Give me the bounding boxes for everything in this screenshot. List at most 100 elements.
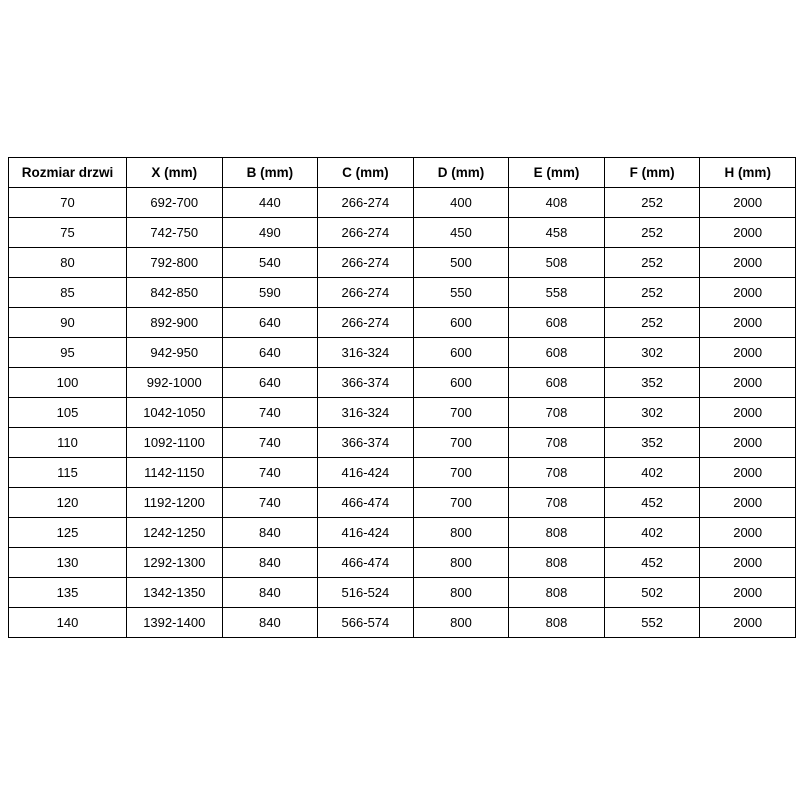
table-cell: 1092-1100 bbox=[126, 427, 223, 458]
table-cell: 540 bbox=[221, 247, 319, 278]
table-cell: 640 bbox=[221, 337, 319, 368]
column-header: X (mm) bbox=[126, 157, 223, 188]
table-cell: 808 bbox=[508, 547, 605, 578]
table-cell: 140 bbox=[8, 607, 127, 638]
column-header: F (mm) bbox=[603, 157, 701, 188]
table-row: 100 992-1000 640 366-374 600 608 352 2000 bbox=[8, 367, 796, 398]
table-cell: 2000 bbox=[699, 487, 796, 518]
table-cell: 366-374 bbox=[317, 427, 414, 458]
table-cell: 808 bbox=[508, 517, 605, 548]
table-cell: 1292-1300 bbox=[126, 547, 223, 578]
table-row: 75 742-750 490 266-274 450 458 252 2000 bbox=[8, 217, 796, 248]
table-cell: 800 bbox=[412, 577, 510, 608]
column-header: C (mm) bbox=[317, 157, 414, 188]
table-cell: 1342-1350 bbox=[126, 577, 223, 608]
table-cell: 2000 bbox=[699, 247, 796, 278]
table-cell: 800 bbox=[412, 547, 510, 578]
table-cell: 85 bbox=[8, 277, 127, 308]
table-cell: 740 bbox=[221, 457, 319, 488]
table-cell: 2000 bbox=[699, 427, 796, 458]
table-cell: 266-274 bbox=[317, 277, 414, 308]
table-cell: 70 bbox=[8, 187, 127, 218]
table-cell: 1142-1150 bbox=[126, 457, 223, 488]
table-cell: 100 bbox=[8, 367, 127, 398]
table-row: 95 942-950 640 316-324 600 608 302 2000 bbox=[8, 337, 796, 368]
table-cell: 2000 bbox=[699, 397, 796, 428]
table-cell: 792-800 bbox=[126, 247, 223, 278]
table-cell: 352 bbox=[603, 367, 701, 398]
table-cell: 252 bbox=[603, 307, 701, 338]
table-cell: 416-424 bbox=[317, 457, 414, 488]
table-cell: 692-700 bbox=[126, 187, 223, 218]
table-cell: 452 bbox=[603, 547, 701, 578]
table-cell: 700 bbox=[412, 397, 510, 428]
table-cell: 402 bbox=[603, 517, 701, 548]
column-header: D (mm) bbox=[412, 157, 510, 188]
table-cell: 458 bbox=[508, 217, 605, 248]
table-cell: 600 bbox=[412, 367, 510, 398]
door-size-table: Rozmiar drzwi X (mm) B (mm) C (mm) D (mm) E (… bbox=[8, 157, 796, 638]
table-cell: 708 bbox=[508, 427, 605, 458]
table-cell: 252 bbox=[603, 277, 701, 308]
table-cell: 608 bbox=[508, 337, 605, 368]
table-cell: 600 bbox=[412, 337, 510, 368]
table-cell: 840 bbox=[221, 517, 319, 548]
table-cell: 408 bbox=[508, 187, 605, 218]
table-cell: 2000 bbox=[699, 367, 796, 398]
column-header: Rozmiar drzwi bbox=[8, 157, 127, 188]
table-cell: 125 bbox=[8, 517, 127, 548]
table-row: 115 1142-1150 740 416-424 700 708 402 2000 bbox=[8, 457, 796, 488]
table-cell: 2000 bbox=[699, 457, 796, 488]
column-header: H (mm) bbox=[699, 157, 796, 188]
table-row: 125 1242-1250 840 416-424 800 808 402 2000 bbox=[8, 517, 796, 548]
table-cell: 402 bbox=[603, 457, 701, 488]
table-cell: 640 bbox=[221, 367, 319, 398]
table-cell: 552 bbox=[603, 607, 701, 638]
table-cell: 2000 bbox=[699, 577, 796, 608]
table-cell: 942-950 bbox=[126, 337, 223, 368]
table-cell: 992-1000 bbox=[126, 367, 223, 398]
table-cell: 1042-1050 bbox=[126, 397, 223, 428]
table-cell: 252 bbox=[603, 247, 701, 278]
table-cell: 740 bbox=[221, 487, 319, 518]
table-cell: 266-274 bbox=[317, 247, 414, 278]
table-cell: 500 bbox=[412, 247, 510, 278]
table-cell: 550 bbox=[412, 277, 510, 308]
table-cell: 452 bbox=[603, 487, 701, 518]
table-row: 135 1342-1350 840 516-524 800 808 502 2000 bbox=[8, 577, 796, 608]
table-row: 105 1042-1050 740 316-324 700 708 302 2000 bbox=[8, 397, 796, 428]
table-cell: 800 bbox=[412, 517, 510, 548]
table-cell: 516-524 bbox=[317, 577, 414, 608]
table-row: 120 1192-1200 740 466-474 700 708 452 2000 bbox=[8, 487, 796, 518]
table-cell: 566-574 bbox=[317, 607, 414, 638]
table-cell: 1242-1250 bbox=[126, 517, 223, 548]
table-cell: 700 bbox=[412, 487, 510, 518]
table-cell: 840 bbox=[221, 547, 319, 578]
table-cell: 90 bbox=[8, 307, 127, 338]
table-cell: 608 bbox=[508, 367, 605, 398]
table-cell: 416-424 bbox=[317, 517, 414, 548]
table-cell: 800 bbox=[412, 607, 510, 638]
table-row: 110 1092-1100 740 366-374 700 708 352 2000 bbox=[8, 427, 796, 458]
table-cell: 80 bbox=[8, 247, 127, 278]
table-cell: 266-274 bbox=[317, 307, 414, 338]
door-size-table-container: Rozmiar drzwi X (mm) B (mm) C (mm) D (mm) E (… bbox=[8, 157, 796, 638]
table-cell: 466-474 bbox=[317, 487, 414, 518]
table-row: 130 1292-1300 840 466-474 800 808 452 2000 bbox=[8, 547, 796, 578]
table-cell: 600 bbox=[412, 307, 510, 338]
table-cell: 2000 bbox=[699, 517, 796, 548]
table-cell: 502 bbox=[603, 577, 701, 608]
table-cell: 558 bbox=[508, 277, 605, 308]
table-row: 85 842-850 590 266-274 550 558 252 2000 bbox=[8, 277, 796, 308]
table-row: 140 1392-1400 840 566-574 800 808 552 2000 bbox=[8, 607, 796, 638]
table-header-row: Rozmiar drzwi X (mm) B (mm) C (mm) D (mm) E (… bbox=[8, 157, 796, 188]
table-cell: 316-324 bbox=[317, 397, 414, 428]
table-cell: 252 bbox=[603, 217, 701, 248]
table-cell: 2000 bbox=[699, 277, 796, 308]
table-cell: 466-474 bbox=[317, 547, 414, 578]
table-cell: 640 bbox=[221, 307, 319, 338]
table-cell: 1392-1400 bbox=[126, 607, 223, 638]
column-header: B (mm) bbox=[221, 157, 319, 188]
table-cell: 120 bbox=[8, 487, 127, 518]
table-cell: 700 bbox=[412, 427, 510, 458]
